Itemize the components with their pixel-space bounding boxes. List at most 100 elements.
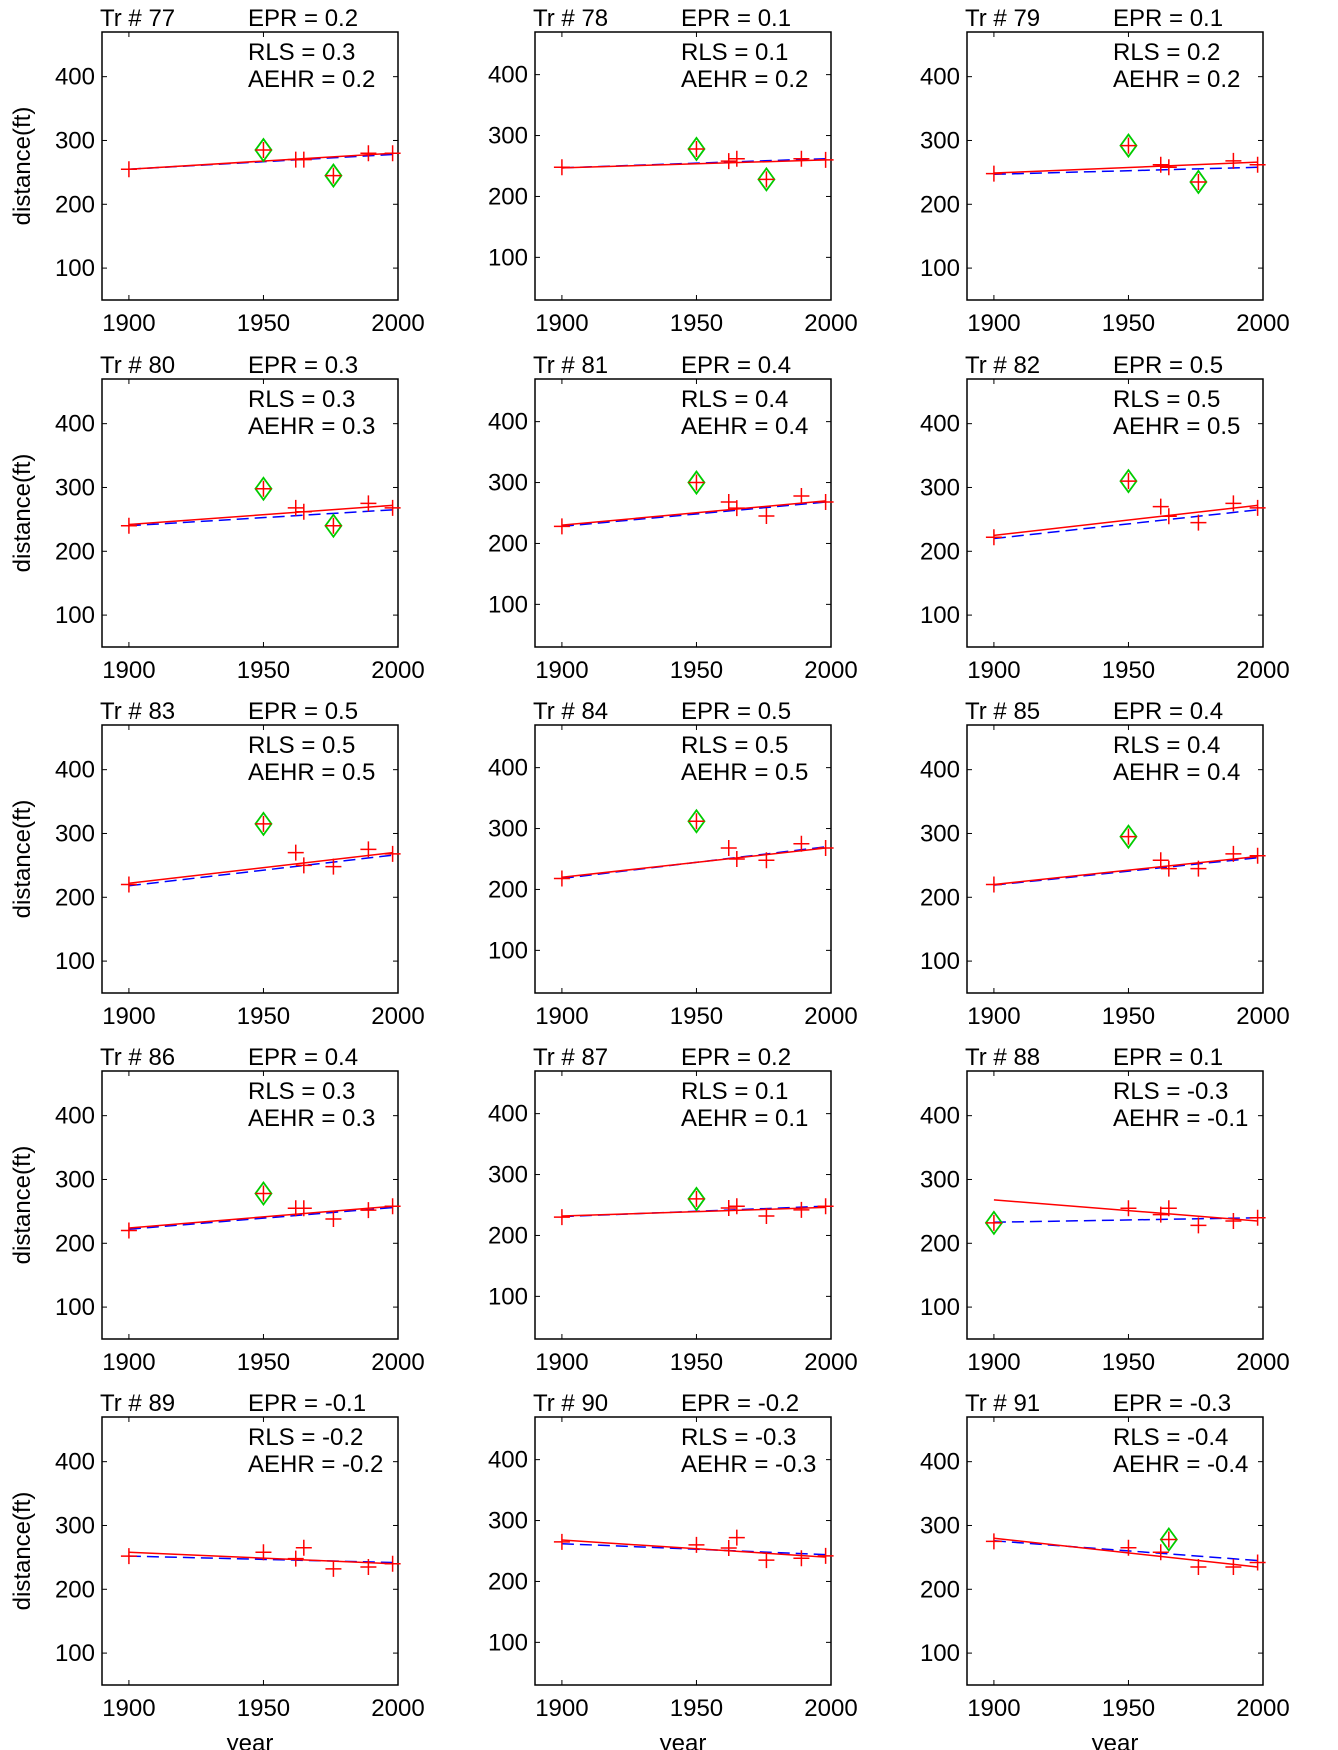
- data-point-marker: [985, 165, 1002, 182]
- y-tick-label: 100: [920, 948, 960, 975]
- aehr-label: AEHR = 0.5: [1113, 413, 1240, 440]
- y-tick-label: 200: [488, 183, 528, 210]
- data-point-marker: [384, 1555, 401, 1572]
- y-tick-label: 400: [920, 757, 960, 784]
- data-point-marker: [817, 1198, 834, 1215]
- fit-line: [128, 1205, 393, 1229]
- y-tick-label: 100: [55, 948, 95, 975]
- y-tick-label: 200: [920, 538, 960, 565]
- epr-label: EPR = 0.1: [1113, 5, 1223, 32]
- data-point-marker: [1152, 498, 1169, 515]
- y-tick-label: 300: [920, 1166, 960, 1193]
- data-point-marker: [1249, 1554, 1266, 1571]
- panel-11: 1900 1950 2000 100 200 300 400 Tr # 88 EPR = 0.1…: [920, 1044, 1290, 1376]
- y-tick-label: 100: [920, 602, 960, 629]
- panel-title: Tr # 83: [100, 698, 175, 725]
- axes-box: [101, 724, 399, 994]
- data-point-marker: [793, 487, 810, 504]
- aehr-label: AEHR = -0.3: [681, 1451, 816, 1478]
- data-point-marker: [325, 167, 342, 184]
- y-tick-label: 200: [55, 538, 95, 565]
- flagged-point-diamond: [687, 808, 706, 834]
- data-point-marker: [728, 851, 745, 867]
- panel-1: 1900 1950 2000 100 200 300 400 Tr # 78 EPR = 0.1…: [488, 5, 858, 337]
- y-tick-label: 300: [920, 127, 960, 154]
- fit-line: [993, 1199, 1258, 1222]
- x-tick-label: 1950: [1102, 1003, 1155, 1030]
- data-point-marker: [1120, 1539, 1137, 1556]
- dashed-trend-line: [993, 166, 1258, 176]
- y-tick-label: 400: [920, 411, 960, 438]
- fit-line: [128, 1551, 393, 1565]
- y-tick-label: 300: [488, 1162, 528, 1189]
- y-tick-label: 400: [488, 755, 528, 782]
- data-point-marker: [1160, 1200, 1177, 1217]
- data-point-marker: [1152, 1544, 1169, 1561]
- x-tick-label: 1900: [535, 657, 588, 684]
- y-tick-label: 100: [920, 1640, 960, 1667]
- x-tick-label: 1950: [237, 657, 290, 684]
- dashed-trend-line: [128, 1206, 393, 1230]
- flagged-point-diamond: [324, 513, 343, 539]
- fit-line: [128, 152, 393, 170]
- data-point-marker: [817, 840, 834, 857]
- panel-9: 1900 1950 2000 100 200 300 400 Tr # 86 EPR = 0.4…: [9, 1044, 425, 1376]
- data-point-marker: [1225, 1212, 1242, 1229]
- aehr-label: AEHR = 0.2: [681, 66, 808, 93]
- y-tick-label: 400: [920, 64, 960, 91]
- y-tick-label: 100: [55, 602, 95, 629]
- x-tick-label: 1950: [237, 1003, 290, 1030]
- data-point-marker: [1120, 473, 1137, 490]
- data-point-marker: [758, 852, 775, 869]
- axes-box: [101, 378, 399, 648]
- epr-label: EPR = 0.4: [1113, 698, 1223, 725]
- data-point-marker: [295, 1539, 312, 1556]
- aehr-label: AEHR = -0.1: [1113, 1105, 1248, 1132]
- y-tick-label: 400: [488, 1101, 528, 1128]
- fit-line: [128, 851, 393, 884]
- fit-line: [993, 504, 1258, 537]
- data-point-marker: [295, 857, 312, 874]
- x-tick-label: 2000: [371, 1695, 424, 1722]
- data-point-marker: [120, 876, 137, 893]
- data-point-marker: [384, 845, 401, 862]
- rls-label: RLS = 0.5: [248, 732, 355, 759]
- aehr-label: AEHR = 0.5: [681, 759, 808, 786]
- panel-7: 1900 1950 2000 100 200 300 400 Tr # 84 EPR = 0.5…: [488, 698, 858, 1030]
- data-point-marker: [120, 517, 137, 534]
- y-tick-label: 100: [488, 591, 528, 618]
- data-point-marker: [985, 876, 1002, 893]
- axes-box: [101, 31, 399, 301]
- data-point-marker: [295, 503, 312, 520]
- data-point-marker: [325, 858, 342, 875]
- x-tick-label: 1950: [670, 310, 723, 337]
- y-tick-label: 400: [55, 1103, 95, 1130]
- x-tick-label: 1950: [1102, 1349, 1155, 1376]
- y-tick-label: 300: [55, 127, 95, 154]
- panel-title: Tr # 89: [100, 1390, 175, 1417]
- data-point-marker: [384, 1198, 401, 1215]
- data-point-marker: [360, 495, 377, 512]
- data-point-marker: [384, 145, 401, 162]
- panel-5: 1900 1950 2000 100 200 300 400 Tr # 82 EPR = 0.5…: [920, 352, 1290, 684]
- y-tick-label: 300: [488, 816, 528, 843]
- data-point-marker: [287, 1550, 304, 1567]
- flagged-point-diamond: [1119, 133, 1138, 159]
- data-point-marker: [360, 145, 377, 162]
- x-tick-label: 2000: [371, 1349, 424, 1376]
- aehr-label: AEHR = 0.2: [248, 66, 375, 93]
- rls-label: RLS = 0.5: [681, 732, 788, 759]
- x-tick-label: 1900: [967, 1003, 1020, 1030]
- data-point-marker: [688, 140, 705, 157]
- y-tick-label: 200: [920, 1576, 960, 1603]
- data-point-marker: [255, 815, 272, 832]
- aehr-label: AEHR = 0.1: [681, 1105, 808, 1132]
- fit-line: [561, 500, 826, 526]
- x-tick-label: 2000: [1236, 1003, 1289, 1030]
- x-axis-label: year: [1092, 1730, 1139, 1750]
- fit-line: [128, 504, 393, 526]
- data-point-marker: [817, 1547, 834, 1564]
- data-point-marker: [1249, 1209, 1266, 1226]
- flagged-point-diamond: [1119, 468, 1138, 494]
